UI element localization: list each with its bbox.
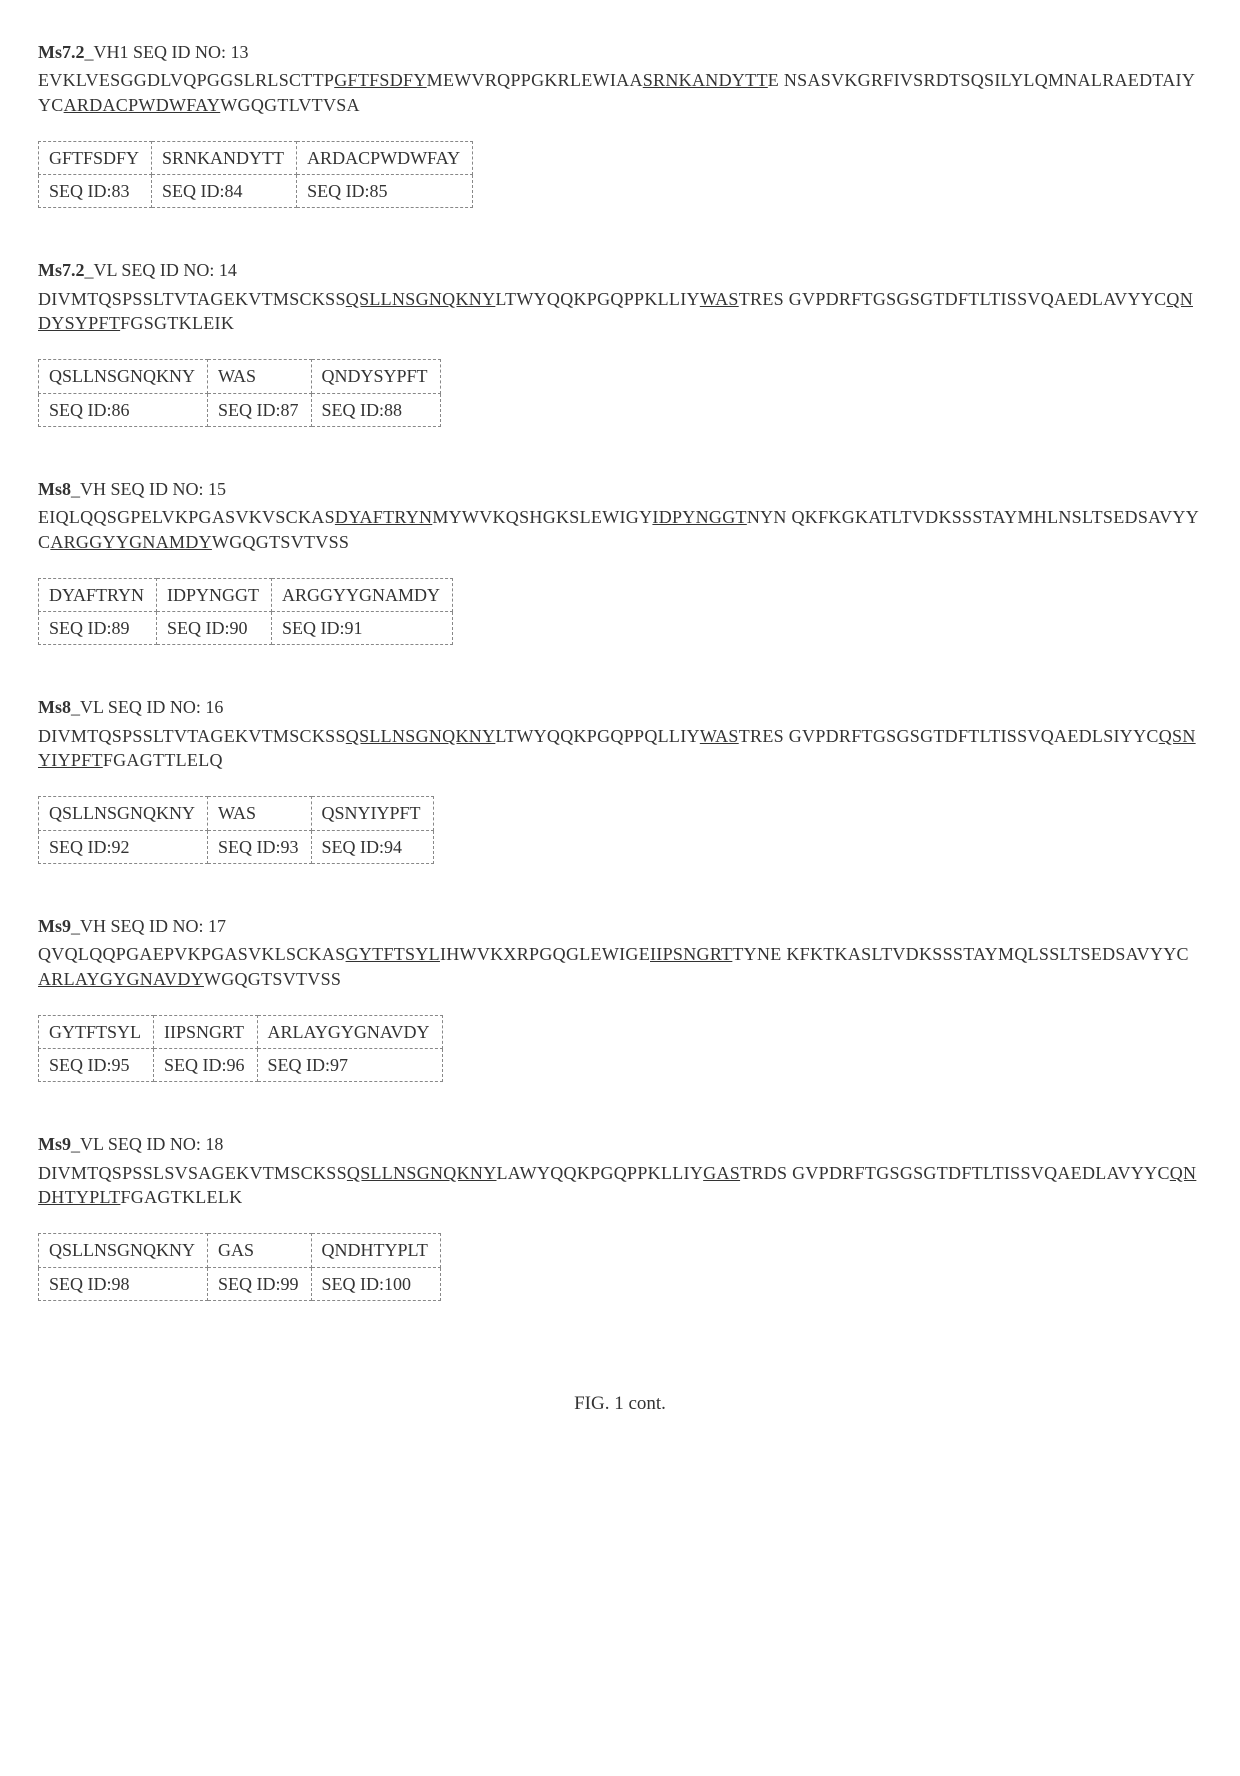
table-cell: SEQ ID:92 [39,830,208,863]
sequence-text: DIVMTQSPSSLTVTAGEKVTMSCKSSQSLLNSGNQKNYLT… [38,287,1202,336]
sequence-text: DIVMTQSPSSLSVSAGEKVTMSCKSSQSLLNSGNQKNYLA… [38,1161,1202,1210]
heading-bold: Ms7.2 [38,260,85,280]
table-cell: QSLLNSGNQKNY [39,1234,208,1267]
figure-caption: FIG. 1 cont. [38,1391,1202,1417]
sequence-heading: Ms7.2_VL SEQ ID NO: 14 [38,258,1202,282]
table-cell: SEQ ID:87 [208,393,312,426]
table-cell: SEQ ID:86 [39,393,208,426]
heading-rest: _VL SEQ ID NO: 16 [71,697,223,717]
sequence-heading: Ms8_VL SEQ ID NO: 16 [38,695,1202,719]
cdr-table: QSLLNSGNQKNYWASQNDYSYPFTSEQ ID:86SEQ ID:… [38,359,441,427]
table-cell: SEQ ID:93 [208,830,312,863]
table-cell: ARLAYGYGNAVDY [257,1015,442,1048]
table-cell: SEQ ID:97 [257,1049,442,1082]
sequence-heading: Ms7.2_VH1 SEQ ID NO: 13 [38,40,1202,64]
table-cell: SEQ ID:95 [39,1049,154,1082]
sequence-heading: Ms9_VL SEQ ID NO: 18 [38,1132,1202,1156]
heading-rest: _VH SEQ ID NO: 15 [71,479,226,499]
table-cell: QNDYSYPFT [311,360,440,393]
sequence-section: Ms9_VL SEQ ID NO: 18 DIVMTQSPSSLSVSAGEKVT… [38,1132,1202,1300]
table-cell: QSNYIYPFT [311,797,433,830]
table-cell: QSLLNSGNQKNY [39,360,208,393]
heading-bold: Ms7.2 [38,42,85,62]
sequence-text: EIQLQQSGPELVKPGASVKVSCKASDYAFTRYNMYWVKQS… [38,505,1202,554]
cdr-table: GFTFSDFYSRNKANDYTTARDACPWDWFAYSEQ ID:83S… [38,141,473,209]
table-cell: SEQ ID:91 [272,612,453,645]
table-cell: SEQ ID:100 [311,1267,440,1300]
table-cell: SEQ ID:83 [39,175,152,208]
cdr-table: DYAFTRYNIDPYNGGTARGGYYGNAMDYSEQ ID:89SEQ… [38,578,453,646]
table-cell: SEQ ID:98 [39,1267,208,1300]
table-cell: IIPSNGRT [154,1015,258,1048]
table-cell: QSLLNSGNQKNY [39,797,208,830]
heading-bold: Ms8 [38,697,71,717]
table-cell: SEQ ID:90 [157,612,272,645]
table-cell: QNDHTYPLT [311,1234,440,1267]
table-cell: GAS [208,1234,312,1267]
table-cell: ARGGYYGNAMDY [272,578,453,611]
table-cell: WAS [208,797,312,830]
table-cell: IDPYNGGT [157,578,272,611]
heading-rest: _VH SEQ ID NO: 17 [71,916,226,936]
sequence-heading: Ms9_VH SEQ ID NO: 17 [38,914,1202,938]
heading-bold: Ms9 [38,916,71,936]
table-cell: SEQ ID:96 [154,1049,258,1082]
heading-bold: Ms9 [38,1134,71,1154]
table-cell: WAS [208,360,312,393]
table-cell: SRNKANDYTT [152,141,297,174]
table-cell: SEQ ID:88 [311,393,440,426]
sequence-section: Ms8_VL SEQ ID NO: 16 DIVMTQSPSSLTVTAGEKVT… [38,695,1202,863]
heading-rest: _VH1 SEQ ID NO: 13 [85,42,249,62]
table-cell: ARDACPWDWFAY [297,141,473,174]
table-cell: GYTFTSYL [39,1015,154,1048]
cdr-table: QSLLNSGNQKNYGASQNDHTYPLTSEQ ID:98SEQ ID:… [38,1233,441,1301]
table-cell: SEQ ID:94 [311,830,433,863]
table-cell: GFTFSDFY [39,141,152,174]
sequence-text: QVQLQQPGAEPVKPGASVKLSCKASGYTFTSYLIHWVKXR… [38,942,1202,991]
heading-bold: Ms8 [38,479,71,499]
heading-rest: _VL SEQ ID NO: 18 [71,1134,223,1154]
table-cell: SEQ ID:89 [39,612,157,645]
table-cell: SEQ ID:99 [208,1267,312,1300]
table-cell: DYAFTRYN [39,578,157,611]
table-cell: SEQ ID:85 [297,175,473,208]
cdr-table: QSLLNSGNQKNYWASQSNYIYPFTSEQ ID:92SEQ ID:… [38,796,434,864]
sequence-heading: Ms8_VH SEQ ID NO: 15 [38,477,1202,501]
heading-rest: _VL SEQ ID NO: 14 [85,260,237,280]
cdr-table: GYTFTSYLIIPSNGRTARLAYGYGNAVDYSEQ ID:95SE… [38,1015,443,1083]
page-content: Ms7.2_VH1 SEQ ID NO: 13EVKLVESGGDLVQPGGS… [38,40,1202,1301]
sequence-section: Ms7.2_VH1 SEQ ID NO: 13 EVKLVESGGDLVQPGGS… [38,40,1202,208]
sequence-section: Ms8_VH SEQ ID NO: 15 EIQLQQSGPELVKPGASVKV… [38,477,1202,645]
sequence-text: DIVMTQSPSSLTVTAGEKVTMSCKSSQSLLNSGNQKNYLT… [38,724,1202,773]
sequence-section: Ms9_VH SEQ ID NO: 17 QVQLQQPGAEPVKPGASVKL… [38,914,1202,1082]
table-cell: SEQ ID:84 [152,175,297,208]
sequence-section: Ms7.2_VL SEQ ID NO: 14 DIVMTQSPSSLTVTAGEK… [38,258,1202,426]
sequence-text: EVKLVESGGDLVQPGGSLRLSCTTPGFTFSDFYMEWVRQP… [38,68,1202,117]
